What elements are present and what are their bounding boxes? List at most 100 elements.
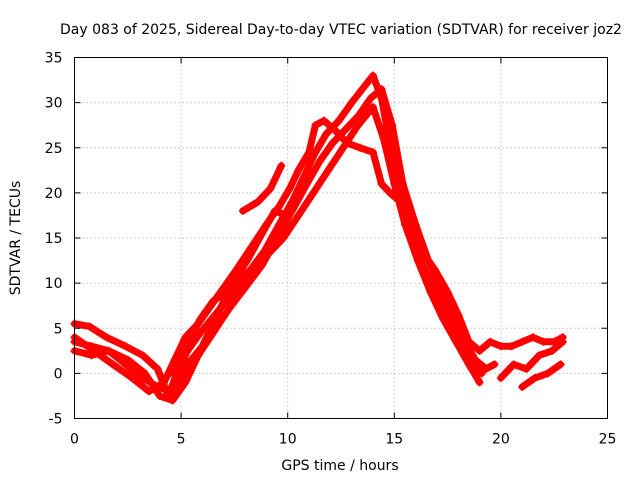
- y-axis-label: SDTVAR / TECUs: [8, 181, 24, 296]
- data-point: [319, 116, 328, 125]
- data-point: [224, 306, 233, 315]
- y-tick-label: 5: [54, 321, 63, 337]
- y-tick-label: 0: [54, 366, 63, 382]
- x-tick-label: 25: [599, 432, 617, 448]
- data-point: [481, 364, 490, 373]
- data-point: [548, 346, 557, 355]
- data-point: [377, 179, 386, 188]
- data-point: [452, 337, 461, 346]
- data-point: [128, 373, 137, 382]
- data-point: [354, 112, 363, 121]
- chart-title: Day 083 of 2025, Sidereal Day-to-day VTE…: [60, 22, 622, 38]
- series-track-3: [70, 116, 567, 396]
- data-point: [108, 360, 117, 369]
- data-point: [477, 369, 486, 378]
- data-point: [347, 98, 356, 107]
- data-point: [368, 71, 377, 80]
- data-point: [413, 256, 422, 265]
- y-tick-labels: -5 0 5 10 15 20 25 30 35: [45, 51, 63, 428]
- data-point: [475, 378, 484, 387]
- data-point: [277, 161, 286, 170]
- data-point: [305, 148, 314, 157]
- data-point: [281, 211, 290, 220]
- data-point: [518, 337, 527, 346]
- data-point: [285, 184, 294, 193]
- series-trace: [239, 162, 285, 215]
- data-point: [418, 247, 427, 256]
- data-point: [496, 373, 505, 382]
- data-point: [539, 337, 548, 346]
- series-track-7: [496, 337, 567, 382]
- data-point: [386, 188, 395, 197]
- x-tick-label: 15: [385, 432, 403, 448]
- data-point: [183, 360, 192, 369]
- data-point: [475, 346, 484, 355]
- data-point: [258, 229, 267, 238]
- series-track-8: [518, 360, 565, 391]
- data-point: [366, 94, 375, 103]
- data-point: [368, 103, 377, 112]
- data-point: [464, 337, 473, 346]
- data-point: [531, 373, 540, 382]
- data-point: [315, 157, 324, 166]
- data-point: [339, 143, 348, 152]
- data-point: [294, 166, 303, 175]
- data-point: [270, 206, 279, 215]
- data-point: [558, 337, 567, 346]
- data-point: [358, 85, 367, 94]
- data-point: [377, 85, 386, 94]
- data-point: [287, 206, 296, 215]
- data-point: [181, 342, 190, 351]
- data-point: [518, 382, 527, 391]
- y-tick-label: -5: [49, 412, 63, 428]
- data-point: [300, 170, 309, 179]
- data-point: [294, 211, 303, 220]
- data-point: [221, 288, 230, 297]
- data-point: [439, 315, 448, 324]
- data-point: [311, 121, 320, 130]
- data-point: [543, 369, 552, 378]
- y-tick-label: 30: [45, 96, 63, 112]
- data-point: [209, 297, 218, 306]
- data-point: [121, 342, 130, 351]
- series-trace: [497, 338, 567, 382]
- data-point: [354, 121, 363, 130]
- data-point: [388, 121, 397, 130]
- data-point: [302, 179, 311, 188]
- data-point: [213, 310, 222, 319]
- x-tick-label: 10: [279, 432, 297, 448]
- data-point: [486, 337, 495, 346]
- data-point: [454, 310, 463, 319]
- data-point: [556, 360, 565, 369]
- data-point: [334, 116, 343, 125]
- series-track-4: [70, 206, 290, 396]
- y-tick-label: 20: [45, 186, 63, 202]
- y-tick-label: 15: [45, 231, 63, 247]
- x-tick-label: 0: [70, 432, 79, 448]
- data-point: [309, 188, 318, 197]
- axis-ticks: [74, 57, 608, 419]
- series-trace: [166, 103, 484, 386]
- data-point: [341, 125, 350, 134]
- data-point: [464, 360, 473, 369]
- data-point: [238, 206, 247, 215]
- x-axis-label: GPS time / hours: [281, 458, 398, 474]
- data-point: [243, 256, 252, 265]
- data-point: [153, 382, 162, 391]
- data-point: [87, 351, 96, 360]
- grid-lines: [74, 57, 608, 419]
- data-point: [426, 288, 435, 297]
- data-point: [138, 351, 147, 360]
- x-tick-labels: 0 5 10 15 20 25: [70, 432, 616, 448]
- data-point: [528, 333, 537, 342]
- data-point: [266, 184, 275, 193]
- data-point: [160, 378, 169, 387]
- data-point: [168, 396, 177, 405]
- data-point: [253, 197, 262, 206]
- y-tick-label: 10: [45, 276, 63, 292]
- data-point: [522, 364, 531, 373]
- data-point: [153, 364, 162, 373]
- data-point: [400, 220, 409, 229]
- data-point: [328, 139, 337, 148]
